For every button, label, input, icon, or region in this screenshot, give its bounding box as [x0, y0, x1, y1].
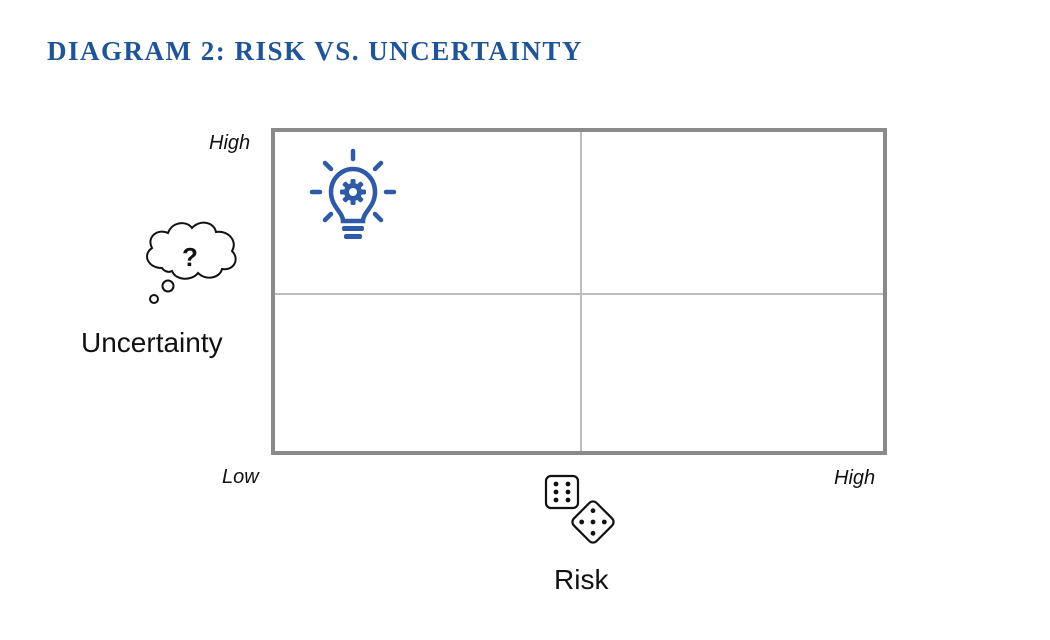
diagram-title: DIAGRAM 2: RISK VS. UNCERTAINTY	[47, 36, 583, 66]
vertical-divider	[580, 132, 582, 451]
y-axis-label: Uncertainty	[81, 327, 223, 358]
dice-icon	[544, 474, 615, 544]
lightbulb-gear-icon	[309, 148, 397, 239]
x-axis-low-tick: Low	[222, 466, 259, 488]
x-axis-high-tick: High	[834, 467, 876, 489]
horizontal-divider	[275, 293, 883, 295]
thought-cloud-question-icon: ?	[146, 221, 237, 304]
quadrant-grid	[271, 128, 887, 455]
y-axis-high-tick: High	[209, 132, 251, 154]
x-axis-label: Risk	[554, 564, 609, 595]
svg-text:?: ?	[182, 242, 198, 272]
